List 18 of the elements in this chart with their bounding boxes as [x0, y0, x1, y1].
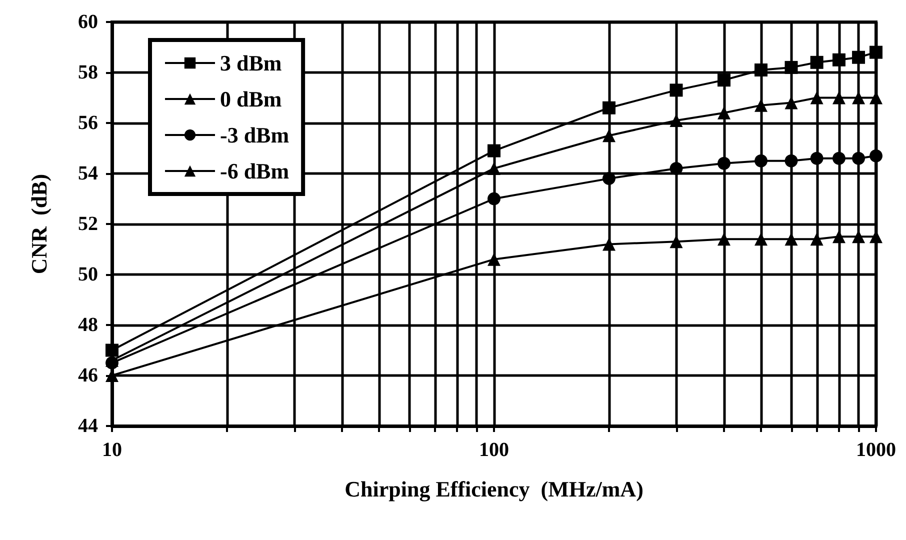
y-axis-title: CNR (dB): [26, 174, 52, 274]
y-tick-label: 60: [78, 11, 98, 33]
y-tick-label: 44: [78, 415, 98, 437]
legend-label: 0 dBm: [220, 86, 282, 112]
y-tick-label: 46: [78, 364, 98, 386]
y-tick-label: 50: [78, 264, 98, 286]
legend-label: -3 dBm: [220, 122, 290, 148]
y-tick-label: 58: [78, 62, 98, 84]
x-tick-label: 10: [102, 439, 122, 461]
y-tick-label: 54: [78, 162, 98, 184]
y-tick-label: 52: [78, 213, 98, 235]
y-tick-label: 48: [78, 314, 98, 336]
x-tick-label: 100: [479, 439, 509, 461]
y-tick-label: 56: [78, 112, 98, 134]
legend-label: -6 dBm: [220, 158, 290, 184]
x-axis-title: Chirping Efficiency (MHz/mA): [344, 476, 644, 502]
x-tick-label: 1000: [856, 439, 896, 461]
legend-label: 3 dBm: [220, 50, 282, 76]
